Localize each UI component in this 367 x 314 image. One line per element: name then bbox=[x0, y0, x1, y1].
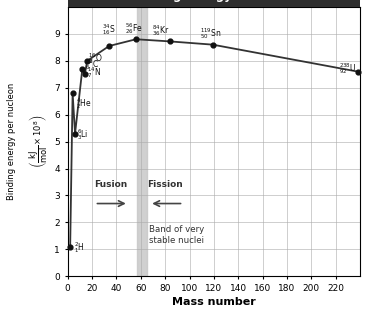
Text: $^{4}_{2}$He: $^{4}_{2}$He bbox=[76, 96, 91, 111]
Text: $^{16}_{8}$O: $^{16}_{8}$O bbox=[88, 51, 103, 66]
Text: Fusion: Fusion bbox=[95, 180, 128, 189]
Point bbox=[355, 69, 360, 74]
Point bbox=[82, 72, 88, 77]
Point bbox=[167, 39, 173, 44]
Text: $^{56}_{26}$Fe: $^{56}_{26}$Fe bbox=[125, 21, 143, 36]
Point bbox=[210, 42, 216, 47]
Point bbox=[79, 66, 85, 71]
Text: $^{119}_{50}$Sn: $^{119}_{50}$Sn bbox=[200, 26, 222, 41]
Bar bbox=[137, 7, 147, 276]
Text: $^{2}_{1}$H: $^{2}_{1}$H bbox=[74, 241, 84, 255]
Text: $^{12}_{6}$C: $^{12}_{6}$C bbox=[85, 57, 99, 72]
Point bbox=[70, 91, 76, 96]
Text: $^{14}_{7}$N: $^{14}_{7}$N bbox=[87, 66, 101, 80]
Point bbox=[72, 131, 78, 136]
Text: $^{34}_{16}$S: $^{34}_{16}$S bbox=[102, 22, 115, 36]
Point bbox=[67, 244, 73, 249]
Point bbox=[106, 43, 112, 48]
Text: Binding Energy Variation: Binding Energy Variation bbox=[131, 0, 297, 3]
Point bbox=[133, 37, 139, 42]
Text: $^{6}_{3}$Li: $^{6}_{3}$Li bbox=[77, 127, 89, 142]
Point bbox=[84, 58, 90, 63]
Y-axis label: Binding energy per nucleon
$\left(\dfrac{\mathrm{kJ}}{\mathrm{mol}} \times 10^8\: Binding energy per nucleon $\left(\dfrac… bbox=[7, 83, 50, 200]
Text: Band of very
stable nuclei: Band of very stable nuclei bbox=[149, 225, 204, 245]
Text: $^{84}_{36}$Kr: $^{84}_{36}$Kr bbox=[152, 23, 169, 38]
Text: $^{238}_{92}$U: $^{238}_{92}$U bbox=[339, 61, 357, 76]
Text: Fission: Fission bbox=[147, 180, 183, 189]
X-axis label: Mass number: Mass number bbox=[172, 297, 256, 307]
